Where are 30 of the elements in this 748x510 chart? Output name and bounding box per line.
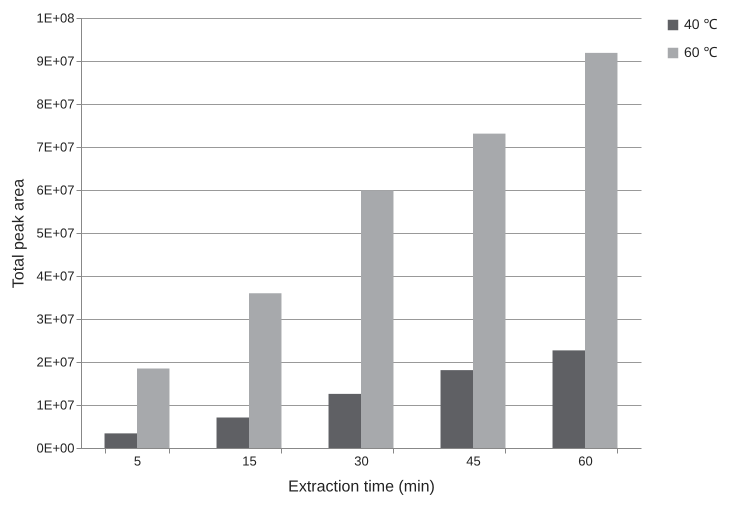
bar	[104, 433, 137, 448]
y-tick-label: 5E+07	[36, 226, 74, 240]
y-tick-label: 4E+07	[36, 268, 74, 284]
bar	[585, 52, 618, 448]
y-axis-title: Total peak area	[10, 178, 28, 288]
y-tick-label: 9E+07	[36, 54, 74, 68]
x-tick-label: 45	[466, 454, 481, 468]
x-tick-label: 30	[354, 454, 369, 468]
x-axis-title: Extraction time (min)	[288, 478, 435, 496]
y-tick-label: 3E+07	[36, 312, 74, 326]
x-tick-label: 5	[134, 454, 142, 468]
bar	[473, 134, 506, 448]
y-tick-label: 1E+07	[36, 398, 74, 412]
y-tick-label: 2E+07	[36, 354, 74, 370]
y-tick-label: 8E+07	[36, 96, 74, 112]
bar	[216, 417, 249, 448]
bar	[137, 368, 170, 448]
y-tick-label: 7E+07	[36, 140, 74, 154]
x-tick-label: 60	[578, 454, 593, 468]
y-tick-label: 6E+07	[36, 182, 74, 198]
y-tick-label: 0E+00	[36, 440, 74, 456]
bar	[249, 293, 282, 448]
x-tick-label: 15	[242, 454, 257, 468]
legend-label: 60 ℃	[684, 44, 718, 60]
bar	[552, 350, 585, 448]
y-tick-label: 1E+08	[36, 10, 74, 26]
bar	[328, 394, 361, 448]
bar	[361, 190, 394, 448]
bar	[440, 370, 473, 448]
legend-label: 40 ℃	[684, 16, 718, 32]
